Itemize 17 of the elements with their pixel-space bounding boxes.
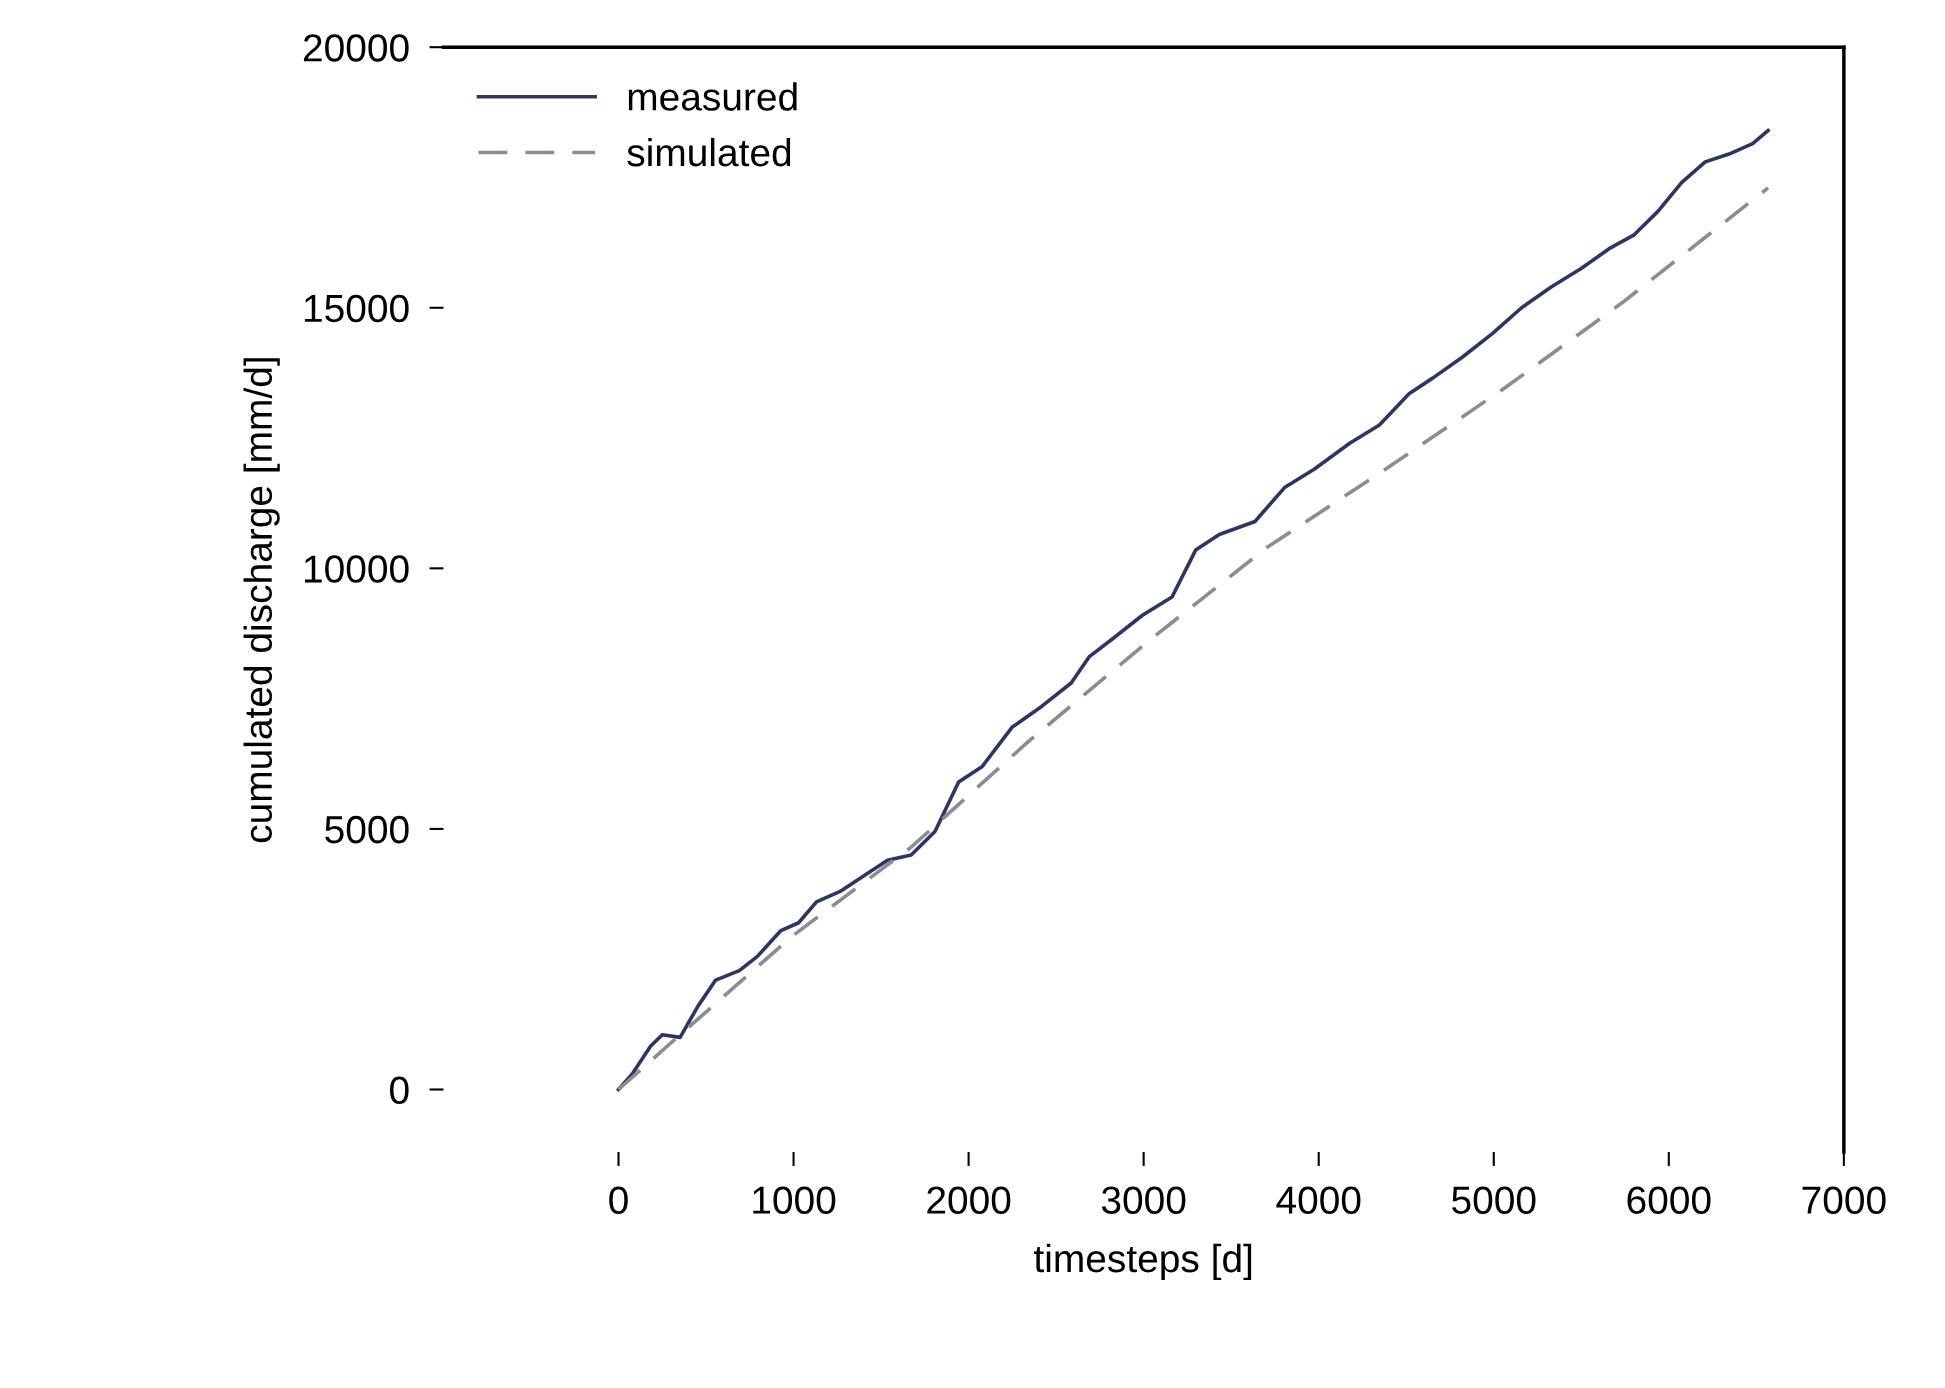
legend-label: measured bbox=[628, 82, 797, 111]
y-tick-label: 10000 bbox=[304, 555, 409, 583]
x-tick-label: 7000 bbox=[1802, 1186, 1886, 1214]
x-tick-label: 3000 bbox=[1101, 1186, 1186, 1214]
x-axis-title: timesteps [d] bbox=[1034, 1243, 1252, 1281]
x-tick-label: 4000 bbox=[1276, 1186, 1361, 1214]
y-axis-title: cumulated discharge [mm/d] bbox=[243, 358, 280, 843]
y-tick-label: 20000 bbox=[303, 34, 409, 62]
x-tick-label: 1000 bbox=[753, 1186, 836, 1214]
y-tick-label: 5000 bbox=[325, 815, 409, 844]
y-tick-label: 0 bbox=[390, 1076, 409, 1104]
x-tick-label: 0 bbox=[609, 1186, 628, 1214]
legend-label: simulated bbox=[627, 137, 791, 167]
x-tick-label: 6000 bbox=[1627, 1186, 1711, 1214]
x-tick-label: 2000 bbox=[927, 1186, 1011, 1214]
x-tick-label: 5000 bbox=[1452, 1186, 1536, 1214]
y-tick-label: 15000 bbox=[304, 294, 409, 323]
